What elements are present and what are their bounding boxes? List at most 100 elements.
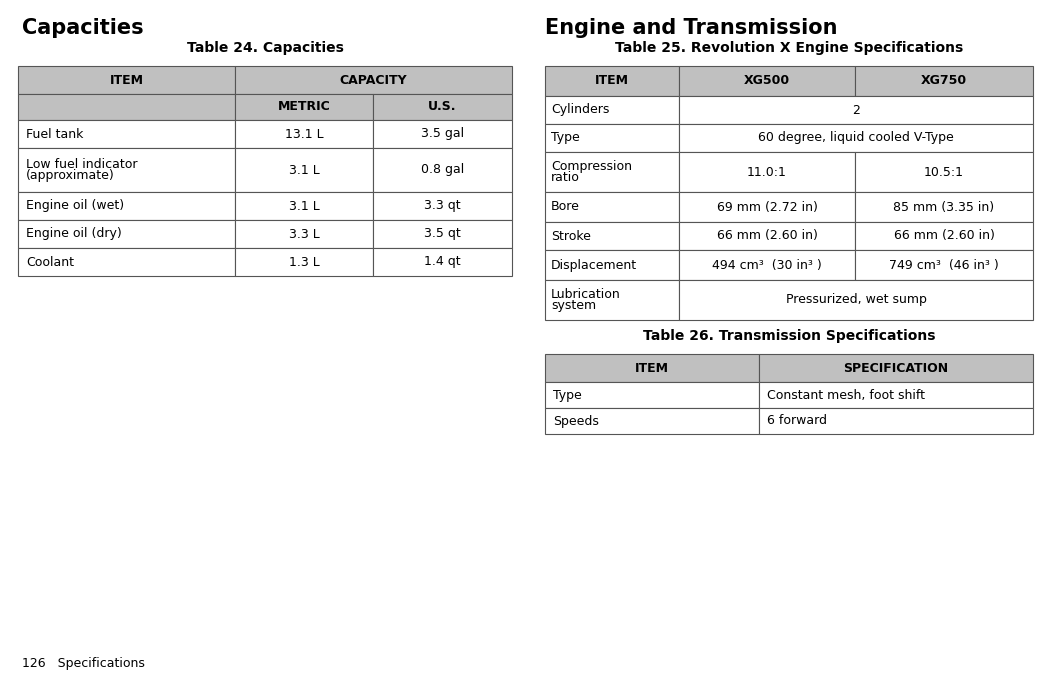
Text: Type: Type bbox=[553, 388, 582, 401]
Text: Bore: Bore bbox=[551, 200, 580, 213]
Text: 126   Specifications: 126 Specifications bbox=[22, 657, 145, 670]
Bar bbox=[856, 152, 1033, 192]
Bar bbox=[679, 192, 856, 222]
Text: 69 mm (2.72 in): 69 mm (2.72 in) bbox=[717, 200, 818, 213]
Text: Cylinders: Cylinders bbox=[551, 104, 610, 117]
Bar bbox=[545, 96, 679, 124]
Text: Compression: Compression bbox=[551, 160, 632, 173]
Bar bbox=[545, 280, 679, 320]
Text: Table 24. Capacities: Table 24. Capacities bbox=[187, 41, 344, 55]
Text: 3.5 qt: 3.5 qt bbox=[425, 228, 461, 241]
Bar bbox=[373, 192, 512, 220]
Text: 13.1 L: 13.1 L bbox=[285, 128, 324, 141]
Text: Speeds: Speeds bbox=[553, 414, 599, 427]
Bar bbox=[545, 222, 679, 250]
Bar bbox=[18, 66, 235, 94]
Bar bbox=[759, 408, 1033, 434]
Text: Table 26. Transmission Specifications: Table 26. Transmission Specifications bbox=[643, 329, 935, 343]
Bar bbox=[373, 94, 512, 120]
Text: XG750: XG750 bbox=[921, 75, 967, 88]
Bar bbox=[545, 124, 679, 152]
Text: ITEM: ITEM bbox=[109, 73, 144, 86]
Bar bbox=[18, 192, 235, 220]
Bar bbox=[18, 248, 235, 276]
Text: Type: Type bbox=[551, 132, 580, 145]
Text: Engine and Transmission: Engine and Transmission bbox=[545, 18, 838, 38]
Text: ratio: ratio bbox=[551, 171, 580, 184]
Bar bbox=[373, 120, 512, 148]
Bar bbox=[856, 66, 1033, 96]
Bar bbox=[235, 66, 512, 94]
Bar bbox=[545, 382, 759, 408]
Text: 3.3 L: 3.3 L bbox=[289, 228, 320, 241]
Text: system: system bbox=[551, 299, 596, 312]
Text: ITEM: ITEM bbox=[595, 75, 628, 88]
Text: Pressurized, wet sump: Pressurized, wet sump bbox=[785, 294, 926, 307]
Text: 85 mm (3.35 in): 85 mm (3.35 in) bbox=[893, 200, 994, 213]
Text: Engine oil (wet): Engine oil (wet) bbox=[26, 200, 124, 213]
Bar bbox=[373, 148, 512, 192]
Bar bbox=[545, 250, 679, 280]
Text: 3.3 qt: 3.3 qt bbox=[425, 200, 460, 213]
Text: CAPACITY: CAPACITY bbox=[339, 73, 408, 86]
Text: 11.0:1: 11.0:1 bbox=[747, 165, 787, 178]
Bar bbox=[373, 220, 512, 248]
Bar bbox=[679, 66, 856, 96]
Text: Lubrication: Lubrication bbox=[551, 288, 621, 301]
Bar bbox=[545, 152, 679, 192]
Bar bbox=[679, 250, 856, 280]
Bar bbox=[18, 148, 235, 192]
Bar bbox=[856, 250, 1033, 280]
Bar bbox=[235, 120, 373, 148]
Bar bbox=[545, 354, 759, 382]
Bar bbox=[679, 96, 1033, 124]
Text: Capacities: Capacities bbox=[22, 18, 144, 38]
Text: Coolant: Coolant bbox=[26, 255, 74, 268]
Text: U.S.: U.S. bbox=[428, 101, 457, 113]
Bar bbox=[235, 220, 373, 248]
Bar bbox=[18, 120, 235, 148]
Bar bbox=[235, 192, 373, 220]
Bar bbox=[235, 148, 373, 192]
Bar bbox=[235, 94, 373, 120]
Bar bbox=[545, 192, 679, 222]
Text: Fuel tank: Fuel tank bbox=[26, 128, 83, 141]
Bar bbox=[856, 222, 1033, 250]
Text: ITEM: ITEM bbox=[635, 362, 669, 375]
Text: 60 degree, liquid cooled V-Type: 60 degree, liquid cooled V-Type bbox=[758, 132, 954, 145]
Bar bbox=[679, 280, 1033, 320]
Bar bbox=[679, 152, 856, 192]
Bar bbox=[759, 354, 1033, 382]
Text: Displacement: Displacement bbox=[551, 259, 637, 272]
Bar bbox=[373, 248, 512, 276]
Text: 2: 2 bbox=[852, 104, 860, 117]
Bar bbox=[18, 94, 235, 120]
Text: 66 mm (2.60 in): 66 mm (2.60 in) bbox=[717, 230, 818, 242]
Text: 6 forward: 6 forward bbox=[767, 414, 827, 427]
Text: 3.1 L: 3.1 L bbox=[289, 163, 320, 176]
Bar bbox=[679, 124, 1033, 152]
Text: 10.5:1: 10.5:1 bbox=[924, 165, 964, 178]
Bar bbox=[545, 66, 679, 96]
Text: Engine oil (dry): Engine oil (dry) bbox=[26, 228, 122, 241]
Text: (approximate): (approximate) bbox=[26, 169, 115, 182]
Text: 0.8 gal: 0.8 gal bbox=[420, 163, 465, 176]
Text: Constant mesh, foot shift: Constant mesh, foot shift bbox=[767, 388, 925, 401]
Bar bbox=[18, 220, 235, 248]
Text: Stroke: Stroke bbox=[551, 230, 591, 242]
Bar bbox=[679, 222, 856, 250]
Text: 3.5 gal: 3.5 gal bbox=[421, 128, 465, 141]
Text: 1.3 L: 1.3 L bbox=[289, 255, 320, 268]
Bar bbox=[545, 408, 759, 434]
Text: METRIC: METRIC bbox=[277, 101, 330, 113]
Text: Table 25. Revolution X Engine Specifications: Table 25. Revolution X Engine Specificat… bbox=[615, 41, 963, 55]
Text: 494 cm³  (30 in³ ): 494 cm³ (30 in³ ) bbox=[713, 259, 822, 272]
Text: 66 mm (2.60 in): 66 mm (2.60 in) bbox=[893, 230, 994, 242]
Text: 3.1 L: 3.1 L bbox=[289, 200, 320, 213]
Text: 749 cm³  (46 in³ ): 749 cm³ (46 in³ ) bbox=[889, 259, 998, 272]
Text: XG500: XG500 bbox=[744, 75, 790, 88]
Bar bbox=[235, 248, 373, 276]
Bar bbox=[856, 192, 1033, 222]
Bar bbox=[759, 382, 1033, 408]
Text: SPECIFICATION: SPECIFICATION bbox=[844, 362, 949, 375]
